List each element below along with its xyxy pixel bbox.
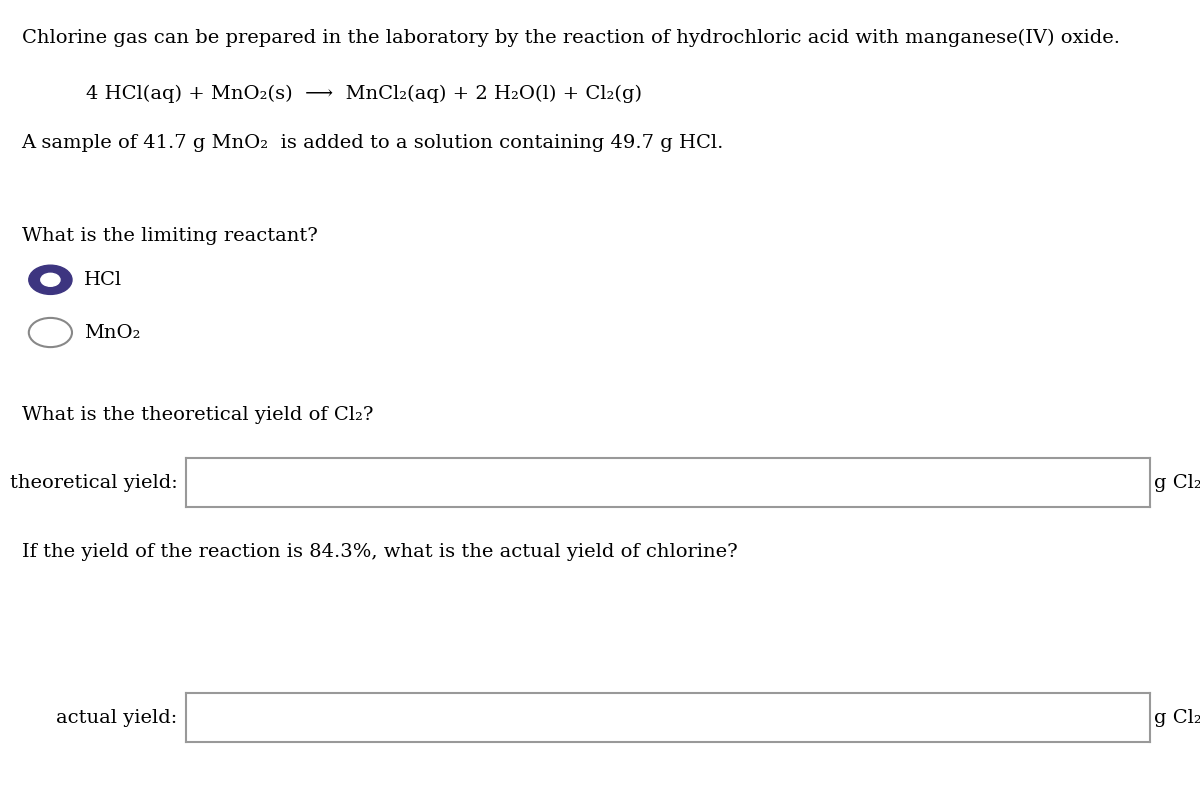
Text: Chlorine gas can be prepared in the laboratory by the reaction of hydrochloric a: Chlorine gas can be prepared in the labo… [22, 28, 1120, 47]
Text: g Cl₂: g Cl₂ [1154, 474, 1200, 491]
Text: g Cl₂: g Cl₂ [1154, 709, 1200, 727]
Text: What is the limiting reactant?: What is the limiting reactant? [22, 227, 318, 245]
Text: A sample of 41.7 g MnO₂  is added to a solution containing 49.7 g HCl.: A sample of 41.7 g MnO₂ is added to a so… [22, 134, 724, 152]
Text: If the yield of the reaction is 84.3%, what is the actual yield of chlorine?: If the yield of the reaction is 84.3%, w… [22, 543, 737, 561]
Text: theoretical yield:: theoretical yield: [10, 474, 178, 491]
Text: MnO₂: MnO₂ [84, 324, 140, 341]
Text: HCl: HCl [84, 271, 122, 289]
Text: actual yield:: actual yield: [56, 709, 178, 727]
Text: What is the theoretical yield of Cl₂?: What is the theoretical yield of Cl₂? [22, 406, 373, 423]
Text: 4 HCl(aq) + MnO₂(s)  ⟶  MnCl₂(aq) + 2 H₂O(l) + Cl₂(g): 4 HCl(aq) + MnO₂(s) ⟶ MnCl₂(aq) + 2 H₂O(… [86, 85, 642, 104]
